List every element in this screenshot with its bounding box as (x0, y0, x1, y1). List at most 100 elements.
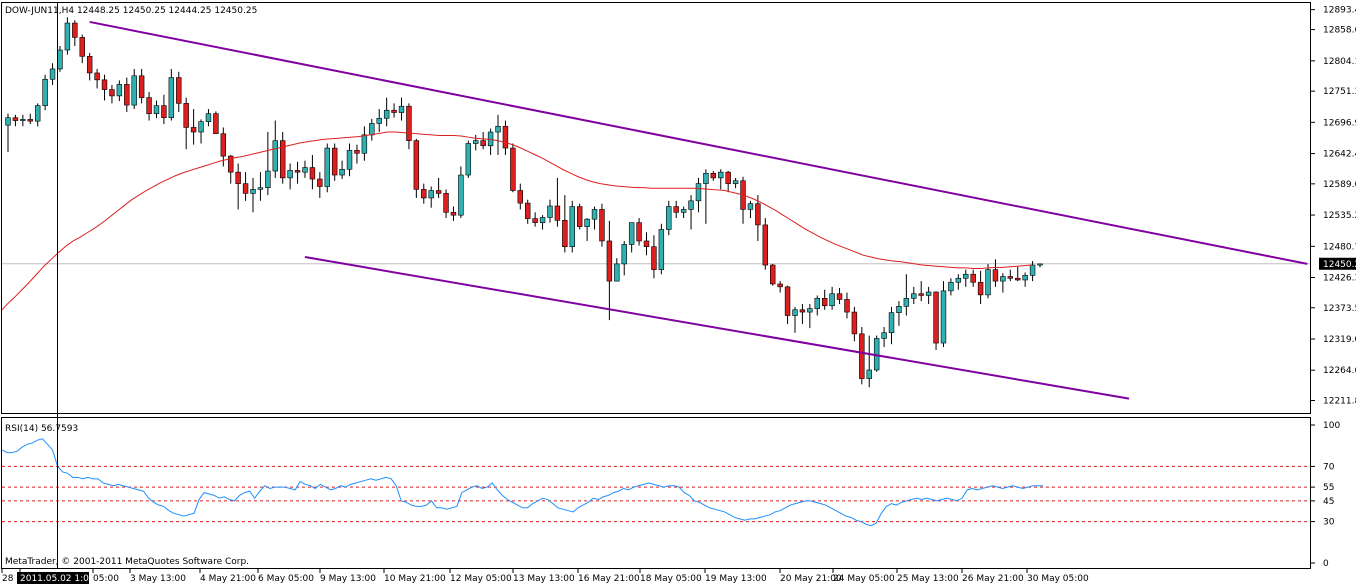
candle-body-bear (146, 97, 152, 114)
candle (309, 154, 316, 190)
candle (718, 169, 724, 190)
candle (651, 235, 657, 279)
candle (680, 206, 687, 219)
candle-body-bear (435, 190, 442, 194)
candle (324, 143, 330, 193)
candle (510, 143, 516, 193)
candle (176, 71, 182, 112)
candle-body-bull (376, 117, 382, 124)
candle-body-bull (658, 229, 665, 270)
candle-body-bear (562, 220, 568, 248)
candle (517, 183, 524, 210)
time-tick-label: 28 (2, 574, 14, 584)
candle-body-bear (235, 171, 241, 184)
candle (873, 335, 880, 372)
candle (888, 306, 895, 345)
candle-body-bull (807, 308, 813, 313)
time-tick-label: 16 May 21:00 (578, 574, 640, 584)
candle (205, 109, 212, 127)
candle (116, 80, 123, 102)
candle-body-bear (450, 212, 457, 216)
candle-body-bear (725, 171, 731, 184)
candle-body-bull (903, 298, 910, 307)
time-tick-label: 24 May 05:00 (833, 574, 895, 584)
candle-body-bear (599, 209, 605, 242)
candle (747, 200, 754, 219)
candle-body-bull (688, 200, 694, 210)
candle-body-bull (34, 105, 41, 122)
candle-body-bull (569, 206, 575, 248)
candle-body-bear (1015, 277, 1021, 281)
candle (985, 263, 991, 299)
candle-body-bear (821, 298, 828, 307)
price-tick-label: 12804.1 (1323, 57, 1356, 67)
candle-body-bear (576, 206, 583, 227)
candle-body-bear (443, 193, 449, 213)
time-tick-label: 4 May 21:00 (200, 574, 256, 584)
candle (153, 100, 160, 119)
candle-body-bear (124, 84, 130, 106)
candle (762, 218, 769, 270)
time-tick-label: 6 May 05:00 (258, 574, 314, 584)
candle-body-bull (814, 298, 820, 309)
candle (302, 160, 308, 178)
candle-body-bull (792, 309, 798, 316)
candle (770, 263, 776, 286)
candle (925, 286, 932, 305)
candle (710, 171, 717, 181)
candle (34, 103, 41, 127)
candle (495, 114, 501, 155)
candle (109, 85, 115, 104)
candle (807, 304, 813, 329)
moving-average-line (1, 131, 1033, 311)
candle (940, 281, 947, 348)
candle-body-bear (279, 140, 286, 179)
candle-body-bear (673, 206, 679, 213)
candle (703, 169, 709, 224)
candle-body-bear (317, 178, 323, 187)
candle-body-bull (272, 140, 278, 172)
candle (688, 195, 694, 230)
time-tick-label: 20 May 21:00 (780, 574, 842, 584)
candle (836, 287, 843, 305)
candle-body-bull (881, 332, 887, 339)
candle-body-bull (547, 205, 553, 218)
candle-body-bear (406, 105, 412, 141)
candle-body-bull (257, 187, 264, 190)
candle-body-bull (346, 150, 353, 170)
candle-body-bull (539, 217, 546, 223)
candle (777, 281, 783, 293)
candle-body-bull (896, 306, 902, 313)
candle (480, 132, 486, 150)
candle-body-bull (1000, 276, 1006, 282)
candle-body-bull (948, 281, 954, 292)
candle (569, 200, 575, 253)
candle-body-bull (428, 190, 434, 199)
candle-body-bear (784, 286, 791, 316)
rsi-tick-label: 55 (1323, 483, 1334, 493)
price-tick-label: 12893.4 (1323, 6, 1356, 16)
candle (658, 223, 665, 275)
candle-body-bear (502, 125, 509, 149)
candle (755, 195, 761, 241)
candle-body-bear (213, 113, 219, 135)
candle-body-bear (517, 190, 524, 204)
candle-body-bear (977, 281, 984, 296)
current-price-tag-label: 12450.2 (1323, 260, 1356, 270)
candle (532, 212, 538, 227)
candle (666, 200, 672, 236)
copyright-footer: MetaTrader, © 2001-2011 MetaQuotes Softw… (5, 557, 249, 567)
time-tick-label: 30 May 05:00 (1027, 574, 1089, 584)
candle-body-bull (732, 180, 739, 184)
candle-body-bull (42, 78, 48, 106)
candle (628, 222, 635, 253)
price-tick-label: 12480.7 (1323, 242, 1356, 252)
time-crosshair-tag (17, 572, 89, 584)
candle (42, 74, 48, 111)
candle (465, 140, 472, 178)
candle (539, 215, 546, 230)
candle (294, 161, 301, 184)
candle-body-bear (836, 293, 843, 300)
candle-body-bull (747, 203, 754, 210)
